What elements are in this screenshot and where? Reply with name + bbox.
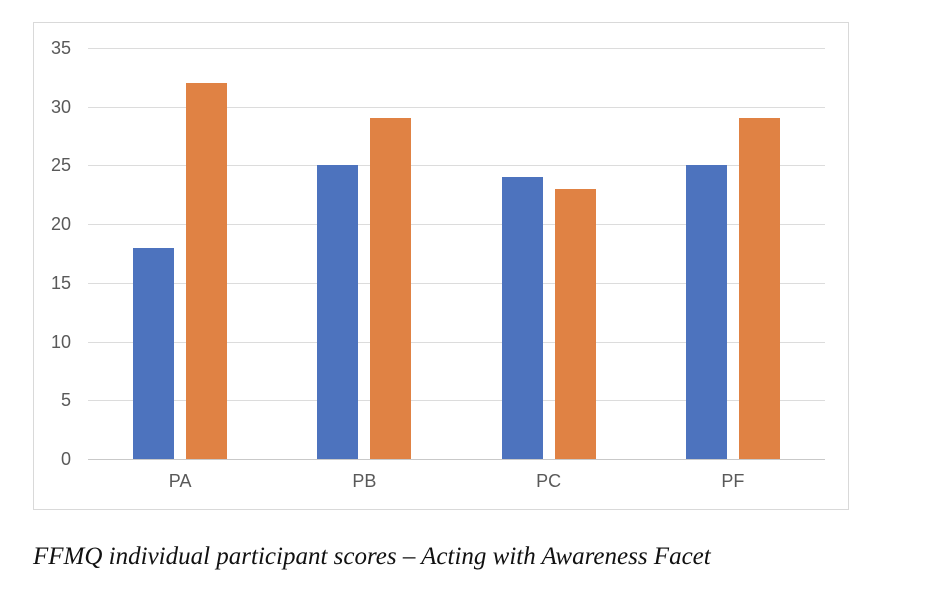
bar-series-1-PA: [133, 247, 175, 459]
y-tick-label-5: 5: [60, 390, 71, 411]
y-tick-label-10: 10: [50, 331, 71, 352]
bar-series-2-PC: [554, 188, 596, 459]
x-tick-label-PF: PF: [721, 471, 745, 491]
y-tick-label-15: 15: [50, 272, 71, 293]
gridline-15: [88, 282, 825, 284]
plot-area: 35 30 25 20 15 10 5 0 PA PB PC PF: [51, 38, 825, 491]
bar-group-PF: [641, 48, 825, 459]
x-tick-label-PA: PA: [168, 471, 192, 491]
gridline-25: [88, 165, 825, 167]
gridline-5: [88, 400, 825, 402]
bar-series-1-PB: [317, 165, 359, 459]
gridline-10: [88, 341, 825, 343]
bar-series-1-PC: [501, 177, 543, 459]
gridline-20: [88, 224, 825, 226]
gridline-30: [88, 106, 825, 108]
x-tick-label-PB: PB: [352, 471, 377, 491]
x-tick-label-PC: PC: [536, 471, 562, 491]
bar-series-2-PA: [186, 83, 228, 459]
bar-group-PB: [272, 48, 456, 459]
y-tick-label-20: 20: [50, 214, 71, 235]
y-tick-label-0: 0: [60, 449, 71, 469]
chart-frame: 35 30 25 20 15 10 5 0 PA PB PC PF: [33, 22, 849, 510]
gridline-35: [88, 48, 825, 49]
bar-group-PA: [88, 48, 272, 459]
bar-series-2-PB: [370, 118, 412, 459]
y-tick-label-30: 30: [50, 96, 71, 117]
y-tick-label-25: 25: [50, 155, 71, 176]
y-tick-label-35: 35: [50, 38, 71, 58]
bar-group-PC: [457, 48, 641, 459]
bar-series-2-PF: [738, 118, 780, 459]
bar-series-1-PF: [685, 165, 727, 459]
x-axis-line: [88, 459, 825, 460]
chart-caption: FFMQ individual participant scores – Act…: [33, 543, 711, 570]
